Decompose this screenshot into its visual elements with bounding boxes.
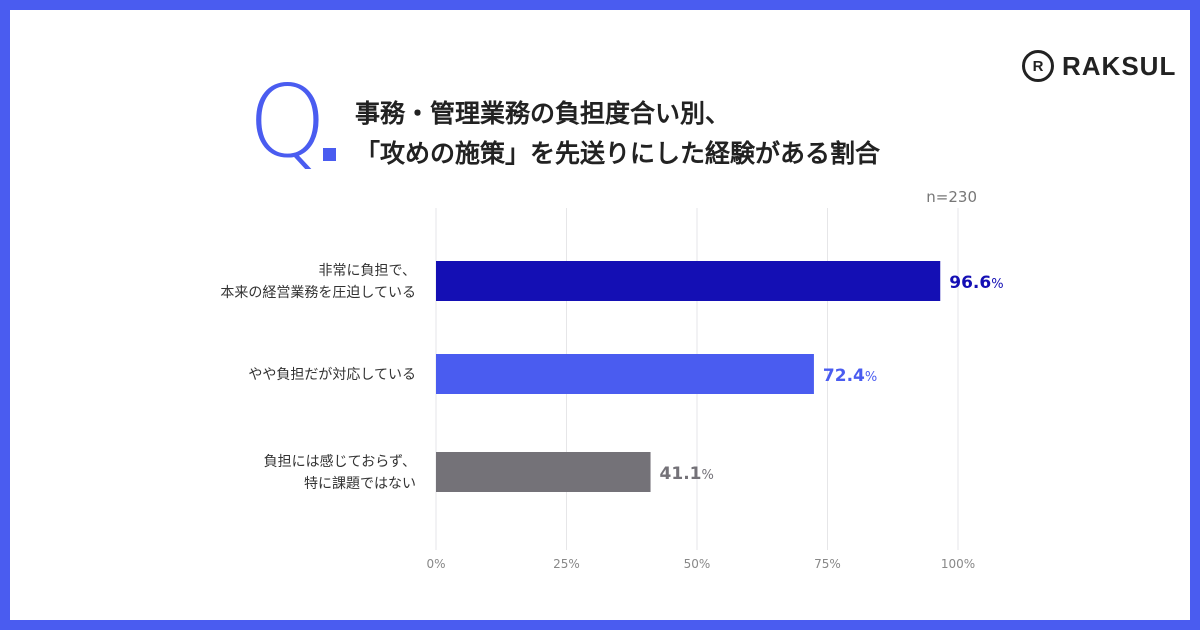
sample-size-note: n=230 [926,188,977,206]
category-label: やや負担だが対応している [248,367,416,383]
data-label: 72.4% [823,366,877,386]
x-tick-label: 75% [814,557,841,571]
bar [436,354,814,394]
bar [436,261,941,301]
brand-name: RAKSUL [1062,50,1177,81]
question-mark: Q [248,63,327,180]
title-line-2: 「攻めの施策」を先送りにした経験がある割合 [355,139,881,168]
x-tick-label: 100% [941,557,975,571]
raksul-logo-icon: R [1022,50,1054,82]
x-tick-label: 50% [684,557,711,571]
card: R RAKSUL Q 事務・管理業務の負担度合い別、 「攻めの施策」を先送りにし… [10,10,1190,620]
category-label: 本来の経営業務を圧迫している [220,285,416,301]
data-label: 96.6% [949,273,1003,293]
question-dot [323,148,336,161]
x-tick-label: 25% [553,557,580,571]
title-line-1: 事務・管理業務の負担度合い別、 [355,99,731,128]
bar-chart: 0% 25% 50% 75% 100% n=230 96.6% 非常に負担で、本来の経営業務を… [220,188,1003,571]
chart-title: 事務・管理業務の負担度合い別、 「攻めの施策」を先送りにした経験がある割合 [355,94,880,174]
category-label: 非常に負担で、 [319,263,416,279]
data-label: 41.1% [660,464,714,484]
x-tick-label: 0% [426,557,445,571]
brand-logo: R RAKSUL [1022,50,1176,82]
bar [436,452,651,492]
category-label: 特に課題ではない [304,476,416,492]
category-label: 負担には感じておらず、 [264,453,416,470]
